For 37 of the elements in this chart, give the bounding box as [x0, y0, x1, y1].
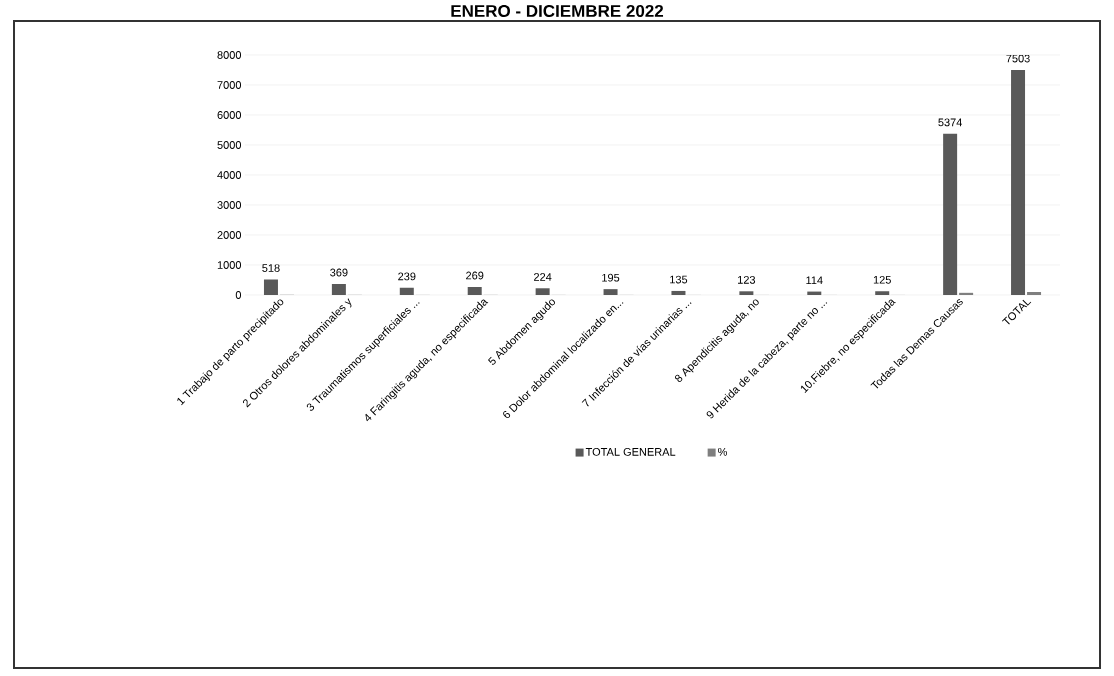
y-tick-label: 5000: [217, 141, 242, 149]
bar: [263, 279, 278, 295]
data-label: 123: [738, 275, 756, 284]
y-tick-label: 6000: [217, 111, 242, 119]
y-tick-label: 3000: [217, 201, 242, 209]
bar: [399, 287, 414, 295]
data-label: 518: [262, 264, 280, 272]
y-tick-label: 7000: [217, 81, 242, 89]
bar: [467, 286, 482, 295]
y-tick-label: 4000: [217, 171, 242, 179]
bar: [739, 291, 754, 295]
data-label: 269: [466, 271, 484, 280]
bar: [1027, 291, 1042, 295]
chart-title: ENERO - DICIEMBRE 2022: [451, 4, 664, 18]
data-label: 125: [873, 275, 891, 284]
y-tick-label: 8000: [217, 51, 242, 59]
bar: [875, 291, 890, 295]
data-label: 224: [534, 273, 552, 281]
bar: [1011, 69, 1026, 295]
data-label: 135: [670, 275, 688, 284]
data-label: 114: [806, 276, 823, 285]
bar: [603, 289, 618, 295]
bar: [959, 292, 974, 295]
y-tick-label: 1000: [217, 261, 242, 269]
bar: [671, 290, 686, 295]
bar: [943, 133, 958, 295]
legend-label: TOTAL GENERAL: [585, 447, 676, 456]
data-label: 239: [398, 272, 416, 281]
data-label: 369: [330, 268, 348, 277]
y-tick-label: 2000: [217, 231, 242, 239]
data-label: 7503: [1006, 54, 1030, 63]
y-tick-label: 0: [235, 291, 242, 299]
data-label: 195: [602, 273, 620, 282]
bar: [331, 283, 346, 295]
bar: [535, 288, 550, 295]
legend-label: %: [718, 448, 728, 456]
data-label: 5374: [938, 118, 963, 127]
